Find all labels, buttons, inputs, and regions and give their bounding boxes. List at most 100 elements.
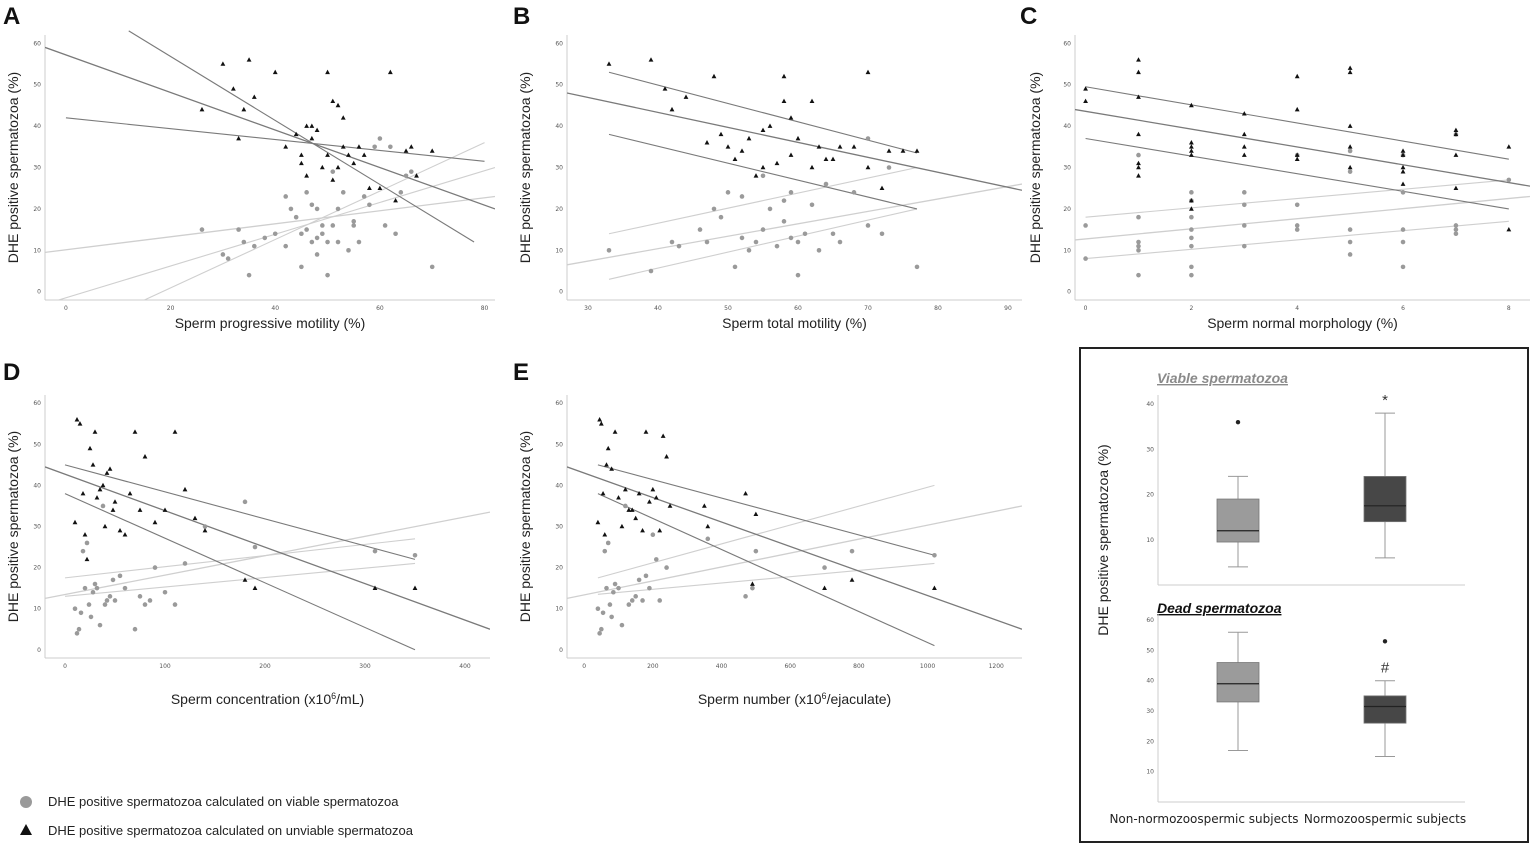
viable-point — [137, 594, 143, 599]
x-tick-label: 8 — [1507, 305, 1511, 312]
unviable-point — [760, 164, 766, 170]
x-tick-label: 2 — [1189, 305, 1193, 312]
unviable-point — [851, 144, 857, 149]
unviable-point — [667, 503, 673, 508]
unviable-point — [304, 173, 310, 178]
viable-point — [241, 239, 247, 245]
viable-point — [100, 503, 106, 509]
legend-viable-label: DHE positive spermatozoa calculated on v… — [48, 794, 399, 809]
x-axis-label: Sperm number (x106/ejaculate) — [698, 691, 891, 707]
y-tick-label: 30 — [555, 165, 563, 172]
unviable-point — [633, 515, 639, 521]
y-axis-label: DHE positive spermatozoa (%) — [5, 72, 21, 263]
viable-point — [767, 206, 773, 212]
x-tick-label: 0 — [582, 663, 586, 670]
y-tick-label: 10 — [1063, 247, 1071, 254]
unviable-point — [403, 148, 409, 153]
unviable-point — [1136, 164, 1141, 170]
x-axis-label-superscript: 6 — [331, 691, 336, 701]
x-tick-label: 40 — [654, 305, 662, 312]
x-tick-label: 200 — [647, 663, 659, 670]
viable-point — [242, 499, 248, 505]
unviable-point — [822, 585, 827, 590]
x-tick-label: 20 — [167, 305, 175, 312]
viable-point — [599, 626, 604, 632]
viable-point — [1136, 272, 1141, 278]
viable-point — [1189, 227, 1194, 232]
y-tick-label: 20 — [555, 206, 563, 213]
viable-point — [1347, 252, 1353, 257]
viable-point — [1400, 239, 1406, 245]
y-tick-label: 30 — [555, 524, 563, 531]
viable-regression-line — [567, 183, 1022, 266]
viable-point — [616, 585, 621, 591]
y-tick-label: 60 — [555, 400, 563, 407]
unviable-point — [1188, 102, 1194, 108]
unviable-point — [774, 160, 780, 166]
unviable-point — [1188, 140, 1194, 145]
unviable-point — [597, 417, 603, 422]
x-tick-label: 0 — [64, 305, 68, 312]
unviable-ci-upper-line — [597, 464, 935, 556]
unviable-point — [1400, 152, 1406, 157]
viable-point — [1506, 177, 1512, 183]
viable-point — [272, 231, 278, 237]
viable-point — [97, 622, 103, 628]
unviable-ci-upper-line — [1085, 86, 1509, 160]
unviable-point — [330, 177, 336, 182]
viable-point — [304, 227, 309, 232]
unviable-point — [605, 445, 611, 451]
unviable-point — [753, 173, 759, 178]
unviable-point — [104, 470, 110, 475]
unviable-point — [914, 148, 920, 153]
viable-point — [262, 235, 268, 241]
unviable-point — [298, 160, 304, 166]
viable-point — [220, 252, 226, 257]
viable-point — [74, 631, 80, 636]
viable-ci-upper-line — [597, 484, 935, 579]
unviable-point — [823, 156, 829, 162]
viable-point — [314, 235, 320, 241]
unviable-point — [704, 140, 710, 145]
boxplot-y-tick-label: 40 — [1146, 678, 1154, 685]
unviable-point — [1347, 65, 1353, 70]
panel-d: D 0 10 20 30 40 50 60 0 100 200 300 400 DHE positive … — [3, 359, 490, 707]
viable-point — [147, 598, 153, 603]
viable-point — [351, 223, 357, 228]
unviable-point — [705, 523, 711, 529]
unviable-point — [335, 164, 341, 170]
viable-point — [429, 264, 435, 270]
y-tick-label: 0 — [559, 289, 563, 296]
unviable-point — [616, 495, 621, 500]
unviable-regression-line — [567, 466, 1022, 630]
x-tick-label: 1000 — [920, 663, 935, 670]
viable-point — [781, 219, 787, 224]
unviable-point — [412, 585, 418, 590]
x-axis-label-text: Sperm number (x10 — [698, 691, 822, 707]
category-label: Non-normozoospermic subjects — [1109, 812, 1298, 826]
y-tick-label: 20 — [33, 206, 41, 213]
unviable-point — [372, 585, 378, 590]
unviable-ci-lower-line — [64, 493, 416, 651]
viable-point — [372, 144, 377, 150]
viable-point — [283, 194, 288, 199]
viable-point — [199, 227, 205, 232]
viable-point — [330, 223, 336, 228]
viable-ci-lower-line — [1085, 220, 1509, 260]
unviable-point — [612, 429, 618, 434]
unviable-point — [1453, 185, 1459, 191]
y-tick-label: 10 — [555, 247, 563, 254]
viable-point — [1347, 148, 1353, 154]
unviable-point — [162, 507, 168, 512]
viable-regression-line — [45, 195, 495, 254]
viable-point — [309, 239, 315, 245]
unviable-point — [701, 503, 707, 508]
unviable-point — [84, 556, 90, 562]
viable-point — [865, 136, 871, 141]
unviable-point — [309, 135, 315, 141]
viable-point — [112, 598, 118, 603]
unviable-point — [356, 144, 362, 149]
viable-point — [107, 594, 113, 599]
unviable-ci-upper-line — [128, 30, 475, 243]
viable-point — [340, 190, 346, 195]
